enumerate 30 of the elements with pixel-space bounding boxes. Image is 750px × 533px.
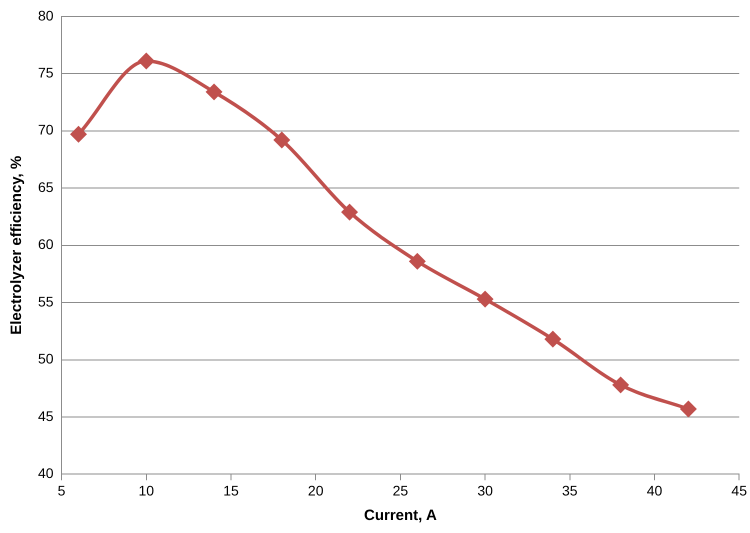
x-axis-title: Current, A [364,507,437,524]
x-tick-label: 40 [646,482,663,498]
point [410,254,426,270]
y-tick-label: 70 [38,122,54,138]
point [477,291,493,307]
y-tick-label: 55 [38,293,54,310]
y-tick-label: 65 [38,178,54,195]
y-tick-label: 45 [38,408,54,424]
point [680,401,696,417]
point [138,53,154,69]
y-tick-label: 75 [38,64,54,80]
x-tick-label: 35 [562,482,578,498]
x-tick-label: 15 [223,482,239,498]
y-tick-label: 50 [38,350,54,367]
point [70,126,86,142]
y-tick-label: 60 [38,236,54,252]
x-tick-label: 45 [731,482,748,498]
x-tick-label: 30 [477,482,494,498]
x-tick-label: 20 [308,482,324,498]
y-tick-label: 40 [38,465,54,482]
x-tick-label: 5 [58,482,66,498]
point [274,132,290,148]
x-tick-label: 25 [392,482,408,498]
point [206,84,222,100]
point [612,377,628,393]
point [342,204,358,220]
x-tick-label: 10 [138,482,154,498]
y-axis-title: Electrolyzer efficiency, % [8,156,26,335]
point [545,331,561,347]
y-tick-label: 80 [38,7,54,24]
